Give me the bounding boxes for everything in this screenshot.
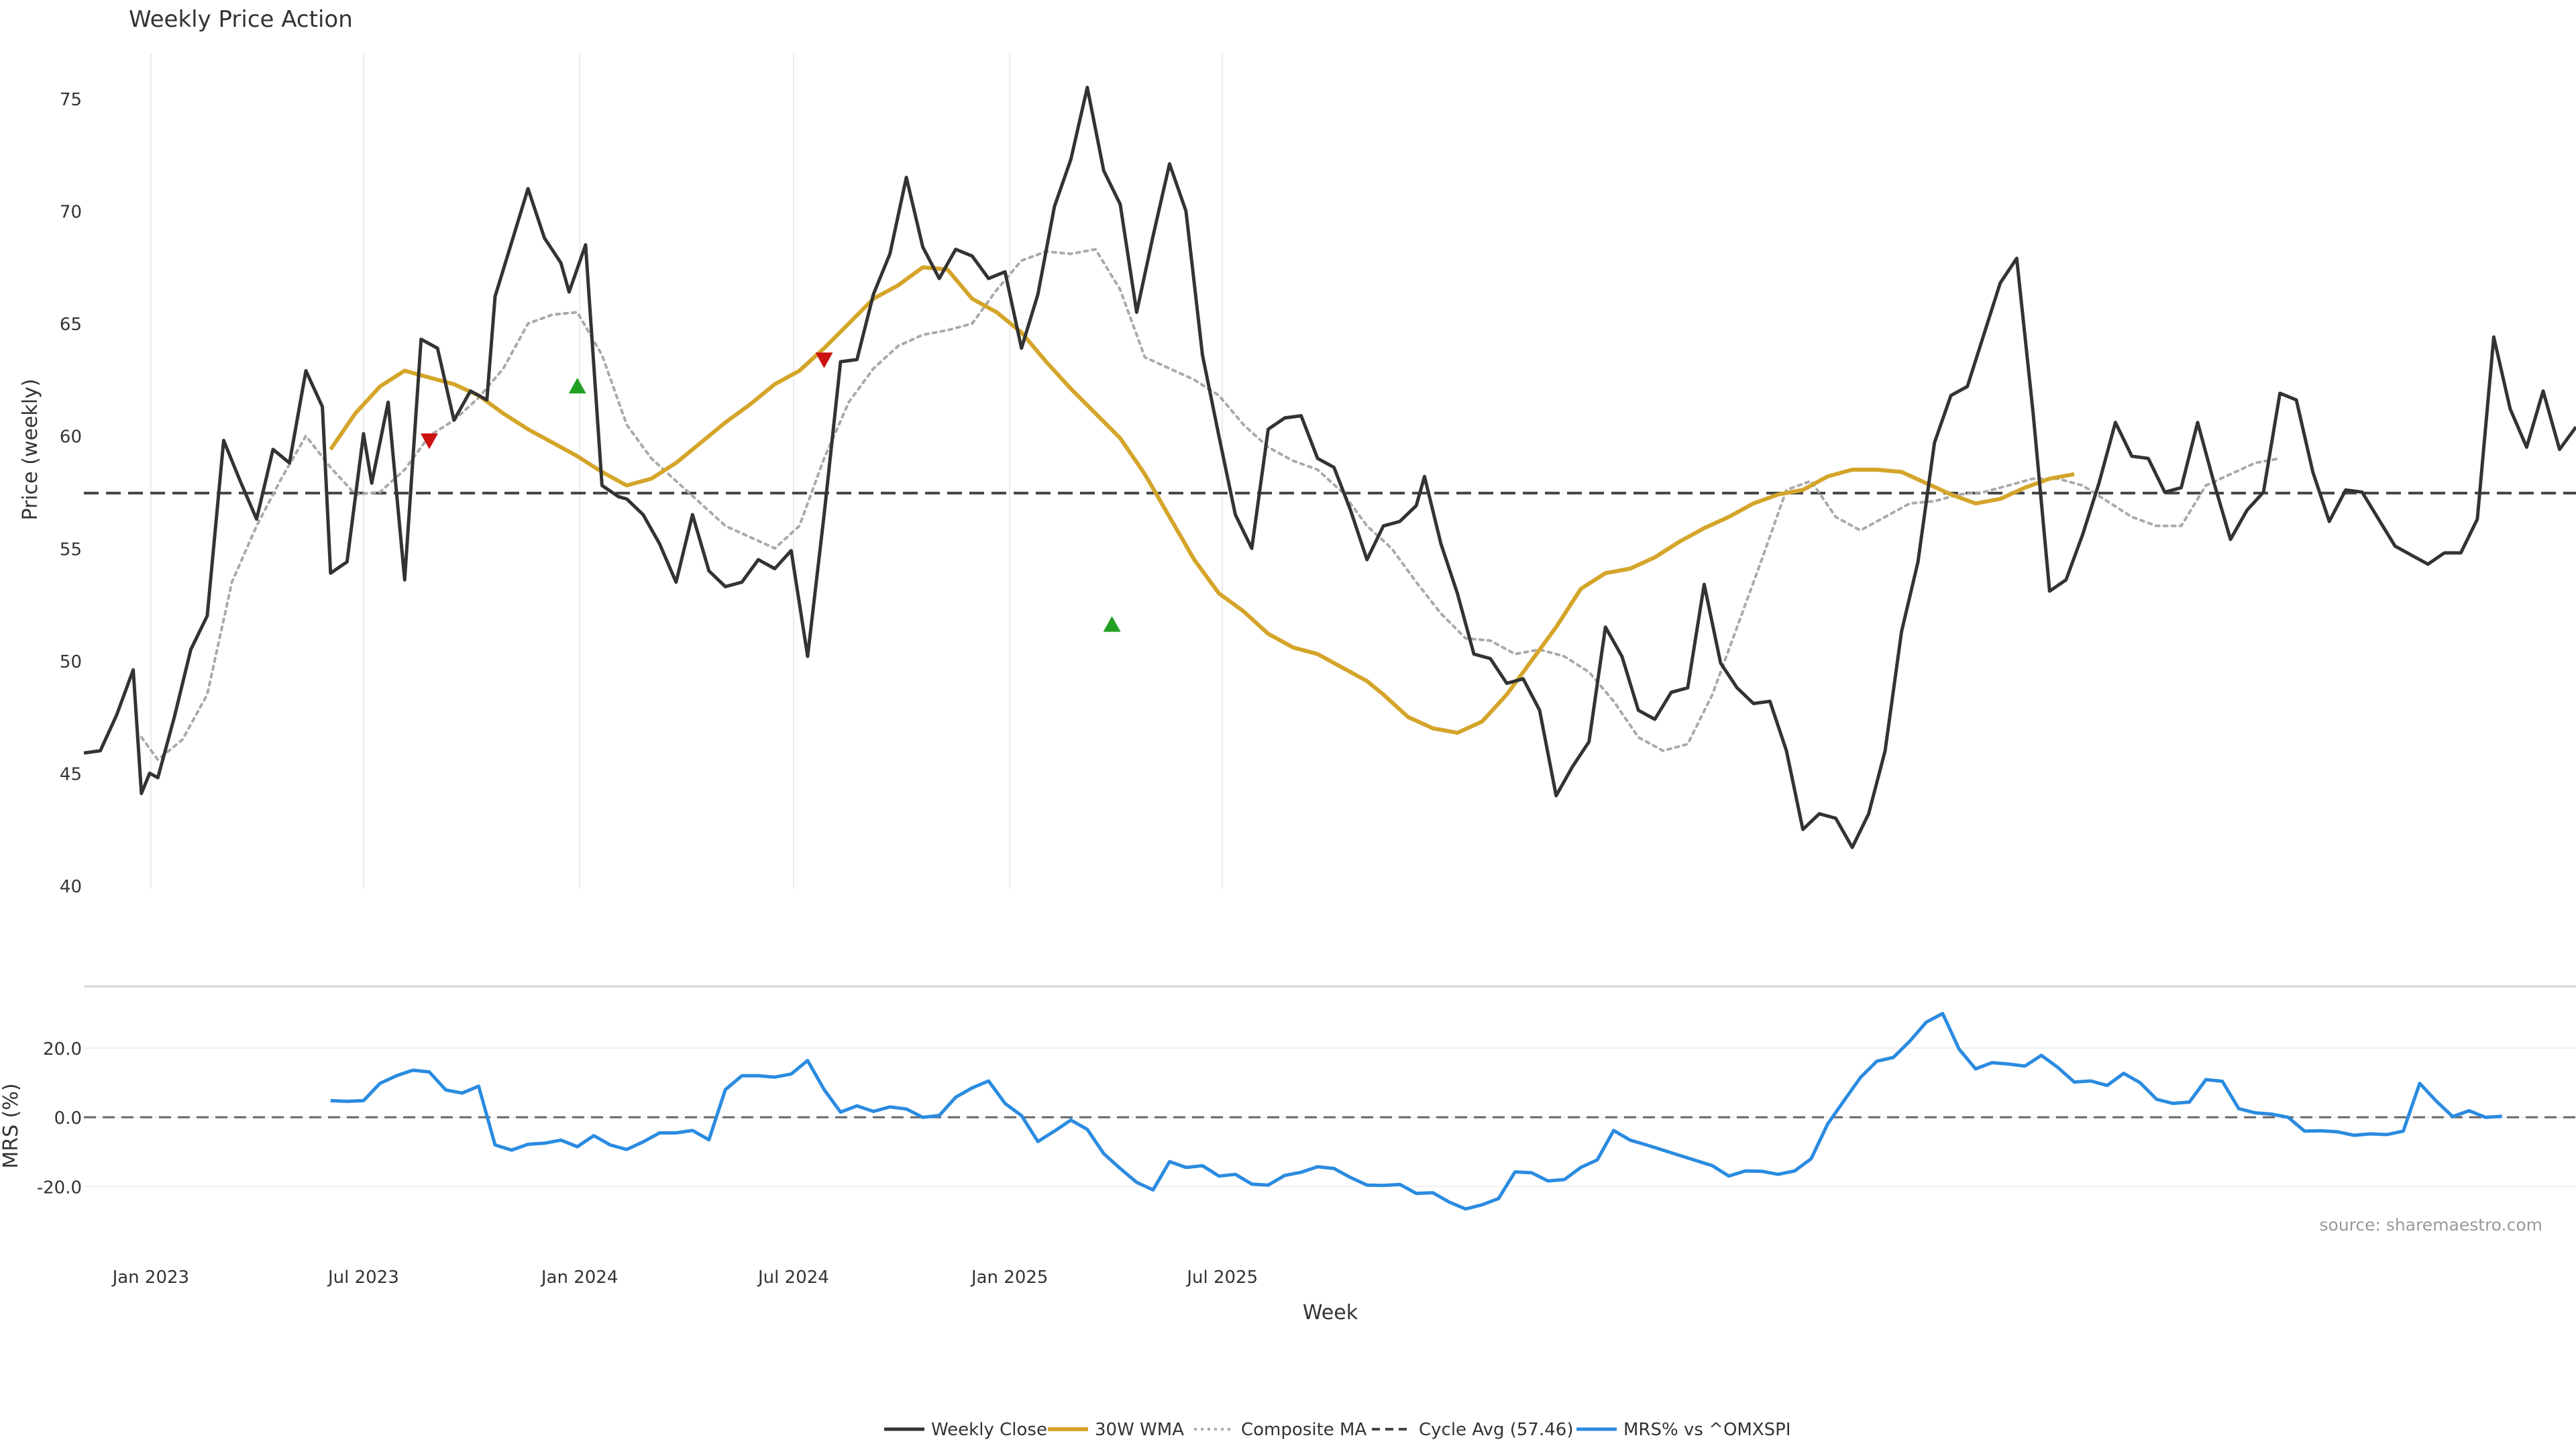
price-y-tick-label: 55 <box>60 539 82 560</box>
price-y-tick-label: 60 <box>60 427 82 448</box>
x-tick-label: Jan 2024 <box>540 1267 619 1288</box>
price-y-tick-label: 70 <box>60 203 82 223</box>
signal-markers <box>420 352 1121 632</box>
mrs-y-ticks: -20.0 0.0 20.0 <box>37 1039 2576 1198</box>
price-y-tick-label: 50 <box>60 652 82 672</box>
buy-signal-marker <box>1103 616 1121 632</box>
legend-item-label: Weekly Close <box>931 1420 1047 1440</box>
mrs-y-tick-label: 20.0 <box>43 1039 82 1059</box>
price-y-tick-label: 45 <box>60 764 82 784</box>
sell-signal-marker <box>420 433 438 450</box>
legend-item-label: Composite MA <box>1241 1420 1366 1440</box>
source-note: source: sharemaestro.com <box>2320 1215 2543 1235</box>
x-tick-label: Jul 2025 <box>1185 1267 1258 1288</box>
wma-30w-line <box>329 265 2075 735</box>
chart-title: Weekly Price Action <box>129 6 353 33</box>
price-y-axis-label: Price (weekly) <box>19 378 42 520</box>
legend-item-label: MRS% vs ^OMXSPI <box>1623 1420 1791 1440</box>
price-y-tick-label: 65 <box>60 315 82 335</box>
mrs-line <box>330 1012 2502 1211</box>
legend-item-label: Cycle Avg (57.46) <box>1419 1420 1573 1440</box>
weekly-close-series <box>83 85 2576 849</box>
x-tick-label: Jan 2023 <box>111 1267 190 1288</box>
x-tick-label: Jan 2025 <box>970 1267 1049 1288</box>
weekly-close-line <box>83 85 2576 849</box>
x-tick-label: Jul 2024 <box>757 1267 829 1288</box>
mrs-series <box>330 1012 2502 1211</box>
mrs-y-tick-label: 0.0 <box>54 1108 82 1129</box>
buy-signal-marker <box>568 378 586 394</box>
price-y-tick-label: 40 <box>60 877 82 897</box>
mrs-y-axis-label: MRS (%) <box>0 1083 23 1168</box>
legend: Weekly Close 30W WMA Composite MA Cycle Avg… <box>884 1420 1791 1440</box>
x-tick-labels: Jan 2023 Jul 2023 Jan 2024 Jul 2024 Jan 2025… <box>111 1267 1258 1288</box>
composite-ma-series <box>140 248 2282 762</box>
wma-30w-series <box>329 265 2075 735</box>
sell-signal-marker <box>815 352 833 368</box>
x-tick-label: Jul 2023 <box>327 1267 399 1288</box>
price-y-tick-label: 75 <box>60 90 82 110</box>
price-y-ticks: 40 45 50 55 60 65 70 75 <box>60 90 82 897</box>
vertical-gridlines <box>150 54 1224 889</box>
x-axis-label: Week <box>1303 1301 1358 1325</box>
composite-ma-line <box>140 248 2282 762</box>
reference-lines <box>84 491 2576 1119</box>
legend-item-label: 30W WMA <box>1095 1420 1184 1440</box>
mrs-y-tick-label: -20.0 <box>37 1178 82 1198</box>
